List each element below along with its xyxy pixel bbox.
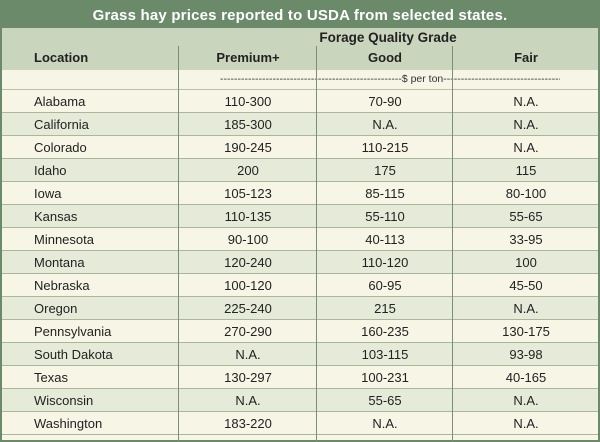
- fair-cell: N.A.: [513, 117, 539, 132]
- premium-cell: 183-220: [224, 416, 272, 431]
- premium-cell: 110-300: [224, 94, 272, 109]
- table-title: Grass hay prices reported to USDA from s…: [2, 2, 598, 28]
- fair-cell: N.A.: [513, 416, 539, 431]
- location-cell: Colorado: [34, 140, 87, 155]
- table-body: Alabama 110-300 70-90 N.A. California 185-300…: [2, 90, 598, 435]
- table-row: Alabama 110-300 70-90 N.A.: [2, 90, 598, 113]
- units-row: ----------------------------------------…: [2, 70, 598, 90]
- table-row: Idaho 200 175 115: [2, 159, 598, 182]
- good-cell: 60-95: [368, 278, 402, 293]
- fair-cell: N.A.: [513, 393, 539, 408]
- location-cell: Pennsylvania: [34, 324, 112, 339]
- table-row: Texas 130-297 100-231 40-165: [2, 366, 598, 389]
- premium-cell: 100-120: [224, 278, 272, 293]
- fair-cell: 130-175: [502, 324, 550, 339]
- location-cell: Minnesota: [34, 232, 94, 247]
- table-header: Forage Quality Grade Location Premium+ G…: [2, 28, 598, 71]
- location-cell: Nebraska: [34, 278, 90, 293]
- fair-cell: 33-95: [509, 232, 543, 247]
- fair-cell: 80-100: [505, 186, 547, 201]
- premium-cell: 185-300: [224, 117, 272, 132]
- table-row: Minnesota 90-100 40-113 33-95: [2, 228, 598, 251]
- table-row: South Dakota N.A. 103-115 93-98: [2, 343, 598, 366]
- premium-cell: 105-123: [224, 186, 272, 201]
- premium-cell: 270-290: [224, 324, 272, 339]
- table-row: Wisconsin N.A. 55-65 N.A.: [2, 389, 598, 412]
- fair-cell: 115: [515, 163, 537, 178]
- location-cell: Iowa: [34, 186, 62, 201]
- table-row: Kansas 110-135 55-110 55-65: [2, 205, 598, 228]
- location-cell: Washington: [34, 416, 103, 431]
- location-cell: Montana: [34, 255, 85, 270]
- good-cell: 110-215: [361, 140, 409, 155]
- fair-column-header: Fair: [514, 50, 538, 65]
- fair-cell: N.A.: [513, 94, 539, 109]
- good-cell: 110-120: [361, 255, 409, 270]
- table-row: Oregon 225-240 215 N.A.: [2, 297, 598, 320]
- fair-cell: 55-65: [509, 209, 543, 224]
- table-row: Washington 183-220 N.A. N.A.: [2, 412, 598, 435]
- premium-cell: 90-100: [227, 232, 269, 247]
- good-cell: N.A.: [372, 416, 398, 431]
- fair-cell: N.A.: [513, 301, 539, 316]
- good-cell: 175: [374, 163, 396, 178]
- table-row: Iowa 105-123 85-115 80-100: [2, 182, 598, 205]
- forage-quality-grade-header: Forage Quality Grade: [319, 30, 457, 45]
- table-row: California 185-300 N.A. N.A.: [2, 113, 598, 136]
- fair-cell: 93-98: [509, 347, 543, 362]
- good-cell: 40-113: [365, 232, 405, 247]
- premium-column-header: Premium+: [216, 50, 280, 65]
- good-cell: 103-115: [361, 347, 409, 362]
- column-divider: [316, 46, 317, 442]
- premium-cell: 190-245: [224, 140, 272, 155]
- table-row: Montana 120-240 110-120 100: [2, 251, 598, 274]
- location-cell: Oregon: [34, 301, 78, 316]
- table-row: Pennsylvania 270-290 160-235 130-175: [2, 320, 598, 343]
- location-cell: Wisconsin: [34, 393, 94, 408]
- good-cell: 85-115: [365, 186, 405, 201]
- location-cell: Alabama: [34, 94, 86, 109]
- location-cell: Texas: [34, 370, 68, 385]
- good-cell: N.A.: [372, 117, 398, 132]
- good-column-header: Good: [368, 50, 402, 65]
- premium-cell: 110-135: [224, 209, 272, 224]
- premium-cell: 120-240: [224, 255, 272, 270]
- location-cell: California: [34, 117, 89, 132]
- premium-cell: 225-240: [224, 301, 272, 316]
- location-cell: Kansas: [34, 209, 78, 224]
- column-divider: [178, 46, 179, 442]
- premium-cell: 200: [237, 163, 259, 178]
- premium-cell: 130-297: [224, 370, 272, 385]
- fair-cell: 45-50: [509, 278, 543, 293]
- good-cell: 100-231: [361, 370, 409, 385]
- location-cell: Idaho: [34, 163, 67, 178]
- premium-cell: N.A.: [235, 347, 261, 362]
- location-column-header: Location: [34, 50, 89, 65]
- table-row: Colorado 190-245 110-215 N.A.: [2, 136, 598, 159]
- good-cell: 160-235: [361, 324, 409, 339]
- premium-cell: N.A.: [235, 393, 261, 408]
- fair-cell: 40-165: [505, 370, 547, 385]
- fair-cell: N.A.: [513, 140, 539, 155]
- good-cell: 55-65: [368, 393, 402, 408]
- column-divider: [452, 46, 453, 442]
- units-label: ----------------------------------------…: [220, 73, 560, 85]
- good-cell: 215: [374, 301, 396, 316]
- good-cell: 55-110: [365, 209, 405, 224]
- good-cell: 70-90: [368, 94, 402, 109]
- fair-cell: 100: [515, 255, 537, 270]
- location-cell: South Dakota: [34, 347, 113, 362]
- table-row: Nebraska 100-120 60-95 45-50: [2, 274, 598, 297]
